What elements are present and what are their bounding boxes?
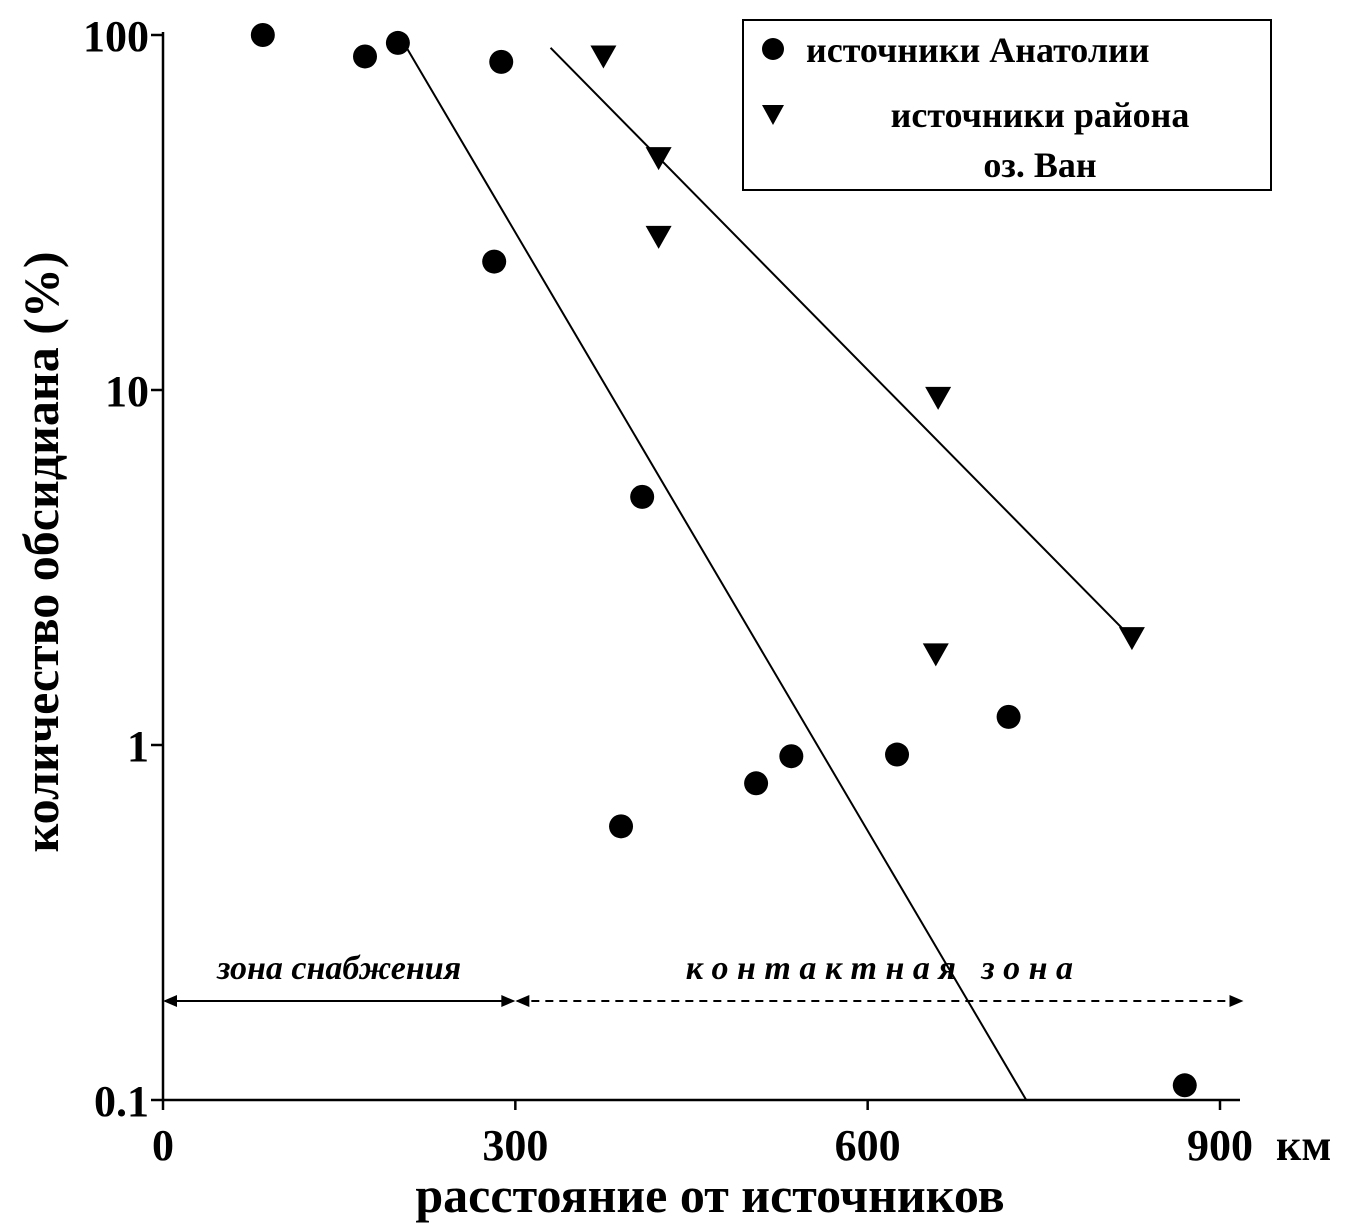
data-point-triangle	[645, 147, 672, 171]
x-axis-title: расстояние от источников	[415, 1167, 1004, 1223]
x-tick-label: 0	[152, 1121, 174, 1170]
zone-arrow-head-right	[501, 995, 516, 1008]
legend-box	[742, 19, 1272, 191]
data-point-circle	[250, 23, 275, 47]
data-point-circle	[744, 771, 769, 796]
data-point-circle	[482, 249, 507, 274]
trend-lines	[402, 42, 1133, 1101]
zone-annotations: зона снабжения к о н т а к т н а я з о н …	[163, 950, 1244, 1008]
x-ticks: 0 300 600 900	[152, 1100, 1253, 1170]
legend-circle-marker	[762, 38, 784, 60]
y-tick-label: 10	[105, 367, 149, 416]
legend: источники Анатолии источники района оз. …	[742, 19, 1272, 191]
y-tick-label: 100	[83, 12, 149, 61]
data-point-circle	[996, 704, 1021, 729]
data-point-circle	[885, 742, 910, 767]
zone-label: зона снабжения	[216, 950, 461, 987]
data-point-circle	[609, 814, 634, 839]
y-tick-label: 0.1	[94, 1077, 149, 1126]
y-axis-title: количество обсидиана (%)	[13, 252, 69, 853]
zone-arrow-head-left	[163, 995, 177, 1008]
legend-label-anatolia: источники Анатолии	[806, 30, 1150, 70]
x-axis-unit: км	[1276, 1121, 1331, 1170]
data-point-circle	[353, 44, 378, 69]
legend-label-van-line2: оз. Ван	[983, 145, 1096, 185]
x-tick-label: 600	[835, 1121, 901, 1170]
data-markers	[250, 23, 1197, 1098]
trend-line-series-1	[549, 47, 1133, 639]
legend-label-van-line1: источники района	[891, 95, 1190, 135]
zone-label: к о н т а к т н а я з о н а	[686, 950, 1073, 987]
zone-arrow-head-left	[515, 995, 530, 1008]
x-tick-label: 900	[1187, 1121, 1253, 1170]
data-point-circle	[385, 30, 410, 55]
data-point-circle	[779, 744, 804, 769]
data-point-triangle	[645, 225, 672, 249]
zone-arrow-head-right	[1229, 995, 1244, 1008]
data-point-triangle	[1118, 627, 1145, 651]
trend-line-series-0	[402, 42, 1028, 1101]
x-tick-label: 300	[482, 1121, 548, 1170]
y-tick-label: 1	[127, 722, 149, 771]
legend-triangle-marker	[762, 105, 784, 125]
data-point-triangle	[922, 643, 949, 667]
data-point-circle	[489, 49, 514, 74]
data-point-triangle	[925, 386, 952, 410]
axes	[161, 32, 1240, 1102]
data-point-circle	[630, 484, 655, 509]
y-ticks: 0.1 1 10 100	[83, 12, 163, 1126]
data-point-circle	[1172, 1073, 1197, 1098]
data-point-triangle	[590, 45, 617, 69]
